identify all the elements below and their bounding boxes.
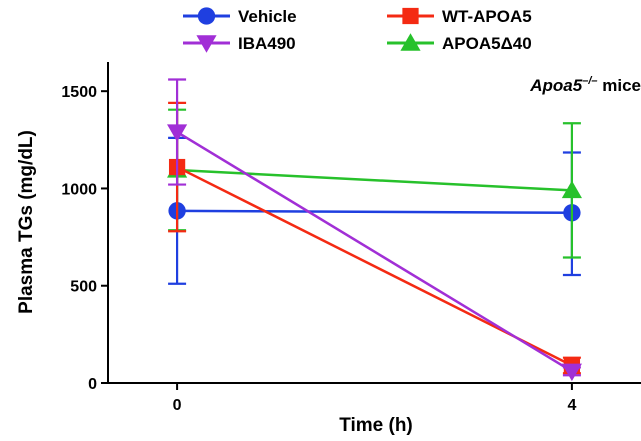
axes: 0 500 1000 1500 0 4 (61, 62, 641, 414)
data-point (561, 180, 582, 199)
data-point (167, 124, 188, 142)
legend: Vehicle IBA490 WT-APOA5 APOA5Δ40 (183, 7, 532, 53)
legend-label: WT-APOA5 (442, 7, 532, 26)
series-vehicle (168, 136, 581, 285)
legend-item-wt-apoa5: WT-APOA5 (387, 7, 532, 26)
legend-item-apoa5-40: APOA5Δ40 (387, 33, 532, 53)
series-wt-apoa5 (168, 101, 581, 375)
x-axis-title: Time (h) (339, 415, 413, 436)
legend-marker (402, 7, 419, 25)
legend-marker (196, 35, 217, 53)
legend-label: Vehicle (238, 7, 297, 26)
annotation-apoa5-mice: Apoa5–/– mice (529, 75, 641, 95)
legend-marker (400, 33, 421, 51)
y-tick-label: 1500 (61, 84, 97, 101)
series-line (177, 168, 572, 192)
legend-marker (197, 7, 216, 25)
y-tick-label: 1000 (61, 181, 97, 198)
annotation-rest: mice (598, 76, 641, 95)
series-iba490 (167, 78, 582, 382)
data-point (561, 363, 582, 382)
x-tick-label: 0 (173, 397, 182, 414)
y-axis-title: Plasma TGs (mg/dL) (16, 130, 37, 314)
legend-item-vehicle: Vehicle (183, 7, 297, 26)
legend-label: IBA490 (238, 34, 296, 53)
legend-item-iba490: IBA490 (183, 34, 296, 53)
series-line (176, 130, 573, 373)
legend-label: APOA5Δ40 (442, 34, 532, 53)
series-layer (167, 78, 582, 382)
annotation-gene: Apoa5 (529, 76, 583, 95)
x-tick-label: 4 (567, 397, 576, 414)
y-tick-label: 500 (70, 279, 97, 296)
series-apoa5-40 (167, 108, 582, 259)
y-tick-label: 0 (88, 376, 97, 393)
annotation-sup: –/– (582, 75, 597, 87)
series-line (177, 209, 572, 215)
